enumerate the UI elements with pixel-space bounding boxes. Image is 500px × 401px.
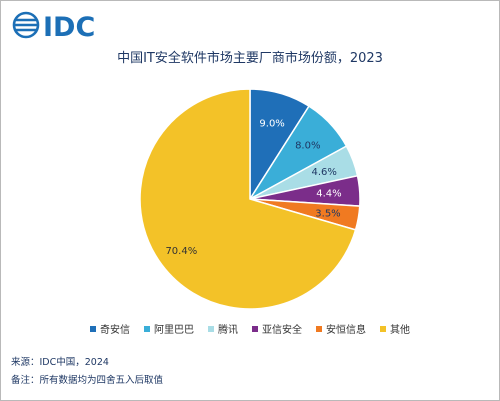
slice-data-label: 4.4% bbox=[316, 189, 341, 200]
slice-data-label: 3.5% bbox=[315, 208, 340, 219]
legend-label: 亚信安全 bbox=[262, 325, 302, 336]
globe-icon bbox=[12, 11, 40, 39]
slice-data-label: 8.0% bbox=[295, 140, 320, 151]
footer-source: 来源：IDC中国，2024 bbox=[11, 357, 109, 368]
legend-item: 其他 bbox=[380, 321, 410, 336]
slice-data-label: 70.4% bbox=[165, 246, 197, 257]
idc-logo: IDC bbox=[12, 11, 95, 41]
legend-swatch bbox=[252, 325, 258, 332]
legend-label: 其他 bbox=[390, 325, 410, 336]
legend-swatch bbox=[208, 325, 214, 332]
legend-label: 阿里巴巴 bbox=[154, 325, 194, 336]
legend-item: 腾讯 bbox=[208, 321, 238, 336]
legend-swatch bbox=[144, 325, 150, 332]
legend-item: 阿里巴巴 bbox=[144, 321, 194, 336]
legend-item: 奇安信 bbox=[90, 321, 130, 336]
pie-slice bbox=[139, 88, 357, 310]
legend-swatch bbox=[90, 325, 96, 332]
footer-note: 备注：所有数据均为四舍五入后取值 bbox=[11, 375, 164, 386]
legend-label: 安恒信息 bbox=[326, 325, 366, 336]
legend-item: 亚信安全 bbox=[252, 321, 302, 336]
slice-data-label: 9.0% bbox=[259, 118, 284, 129]
legend-swatch bbox=[380, 325, 386, 332]
legend-label: 腾讯 bbox=[218, 325, 238, 336]
legend-swatch bbox=[316, 325, 322, 332]
chart-title: 中国IT安全软件市场主要厂商市场份额，2023 bbox=[117, 51, 383, 66]
legend-item: 安恒信息 bbox=[316, 321, 366, 336]
slice-data-label: 4.6% bbox=[312, 167, 337, 178]
legend: 奇安信 阿里巴巴 腾讯 亚信安全 安恒信息 其他 bbox=[1, 321, 499, 336]
logo-text: IDC bbox=[43, 12, 95, 41]
legend-label: 奇安信 bbox=[100, 325, 130, 336]
